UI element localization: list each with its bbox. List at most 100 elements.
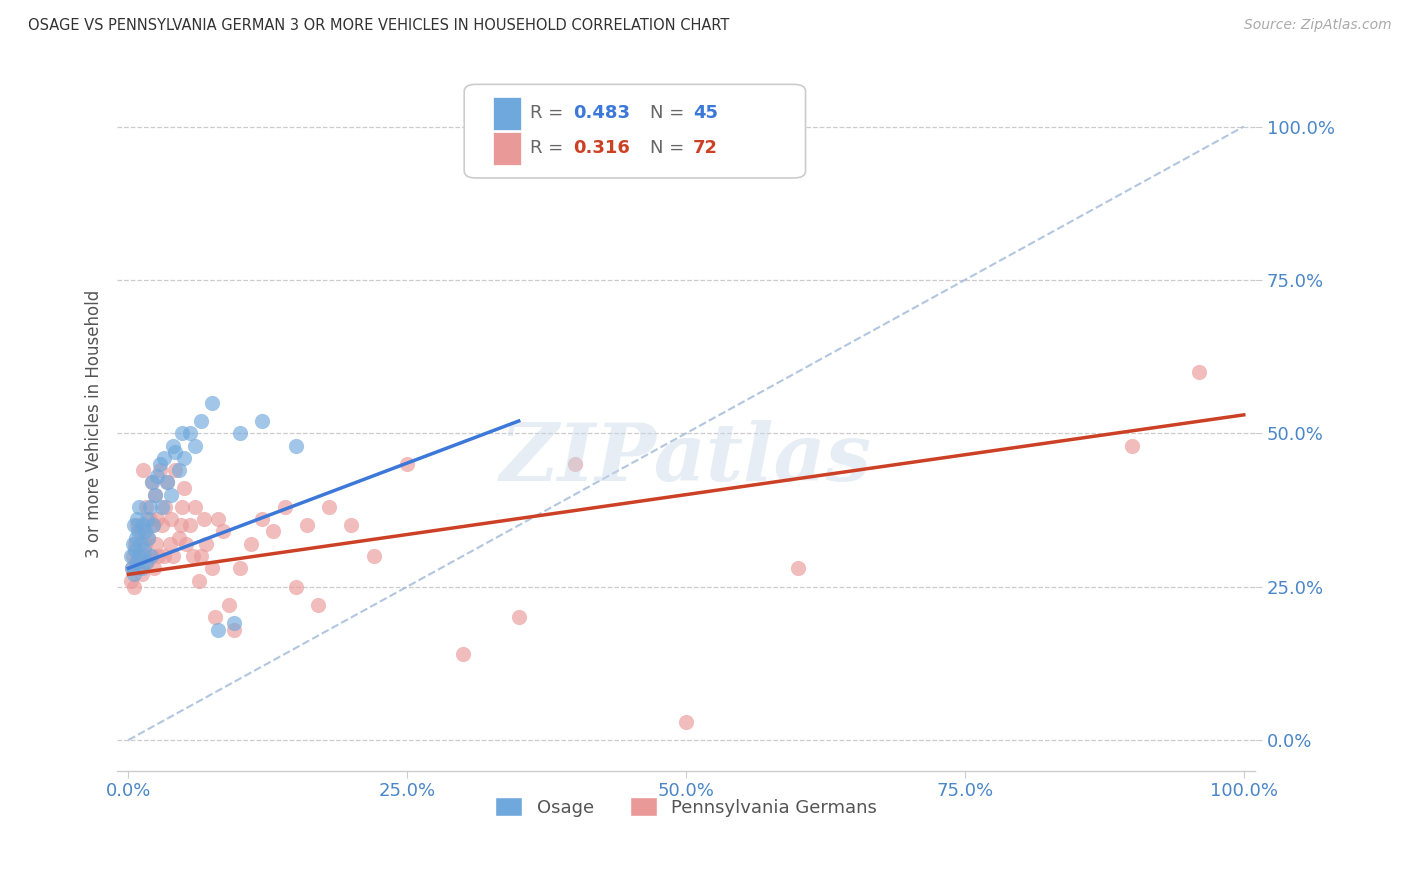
Point — [125, 555, 148, 569]
Point — [153, 450, 176, 465]
Point — [150, 518, 173, 533]
Point — [153, 549, 176, 563]
Point — [396, 457, 419, 471]
Point — [167, 531, 190, 545]
Point — [131, 561, 153, 575]
Point — [159, 537, 181, 551]
Text: 45: 45 — [693, 104, 718, 122]
Point — [138, 500, 160, 514]
Point — [128, 549, 150, 563]
Text: 72: 72 — [693, 139, 718, 157]
Point — [229, 561, 252, 575]
Point — [508, 610, 530, 624]
Point — [179, 426, 201, 441]
Point — [307, 598, 329, 612]
Point — [148, 549, 170, 563]
Point — [153, 500, 176, 514]
Point — [143, 561, 166, 575]
Point — [129, 524, 152, 539]
Point — [121, 561, 143, 575]
Point — [224, 623, 246, 637]
Point — [187, 574, 209, 588]
Point — [141, 475, 163, 490]
Point — [132, 549, 155, 563]
Point — [136, 555, 159, 569]
Point — [162, 549, 184, 563]
Point — [167, 463, 190, 477]
Point — [207, 623, 229, 637]
Point — [176, 537, 198, 551]
Point — [363, 549, 385, 563]
Point — [121, 537, 143, 551]
Point — [150, 500, 173, 514]
Point — [143, 488, 166, 502]
Point — [207, 512, 229, 526]
Point — [148, 457, 170, 471]
Point — [122, 580, 145, 594]
Point — [121, 549, 143, 563]
Point — [134, 524, 156, 539]
Point — [184, 500, 207, 514]
Point — [240, 537, 263, 551]
Point — [124, 537, 146, 551]
Point — [138, 531, 160, 545]
Point — [170, 500, 193, 514]
Point — [129, 537, 152, 551]
Point — [201, 561, 224, 575]
Point — [122, 518, 145, 533]
Point — [190, 549, 212, 563]
Point — [159, 488, 181, 502]
Point — [250, 414, 273, 428]
Point — [128, 500, 150, 514]
Point — [159, 512, 181, 526]
Point — [284, 438, 307, 452]
Text: R =: R = — [530, 139, 569, 157]
Point — [564, 457, 586, 471]
Point — [139, 549, 162, 563]
Point — [204, 610, 226, 624]
Point — [121, 561, 143, 575]
Point — [170, 426, 193, 441]
Point — [127, 512, 149, 526]
FancyBboxPatch shape — [492, 97, 522, 130]
Point — [295, 518, 318, 533]
Point — [675, 714, 697, 729]
FancyBboxPatch shape — [492, 131, 522, 165]
Point — [127, 524, 149, 539]
Point — [179, 518, 201, 533]
Point — [132, 542, 155, 557]
Point — [1121, 438, 1143, 452]
Point — [184, 438, 207, 452]
Point — [131, 567, 153, 582]
Point — [127, 555, 149, 569]
Point — [451, 647, 474, 661]
Point — [120, 574, 142, 588]
Text: OSAGE VS PENNSYLVANIA GERMAN 3 OR MORE VEHICLES IN HOUSEHOLD CORRELATION CHART: OSAGE VS PENNSYLVANIA GERMAN 3 OR MORE V… — [28, 18, 730, 33]
Point — [284, 580, 307, 594]
Point — [128, 549, 150, 563]
Point — [135, 555, 157, 569]
Point — [318, 500, 340, 514]
Text: N =: N = — [650, 139, 690, 157]
Point — [173, 450, 195, 465]
Point — [146, 512, 169, 526]
Text: Source: ZipAtlas.com: Source: ZipAtlas.com — [1244, 18, 1392, 32]
Point — [195, 537, 218, 551]
Point — [120, 549, 142, 563]
Point — [229, 426, 252, 441]
Text: R =: R = — [530, 104, 569, 122]
Point — [212, 524, 235, 539]
Point — [139, 549, 162, 563]
Point — [193, 512, 215, 526]
Point — [125, 531, 148, 545]
Y-axis label: 3 or more Vehicles in Household: 3 or more Vehicles in Household — [86, 290, 103, 558]
Point — [122, 567, 145, 582]
Point — [162, 438, 184, 452]
Point — [145, 537, 167, 551]
FancyBboxPatch shape — [464, 85, 806, 178]
Point — [262, 524, 284, 539]
Point — [143, 488, 166, 502]
Point — [127, 561, 149, 575]
Point — [146, 469, 169, 483]
Point — [250, 512, 273, 526]
